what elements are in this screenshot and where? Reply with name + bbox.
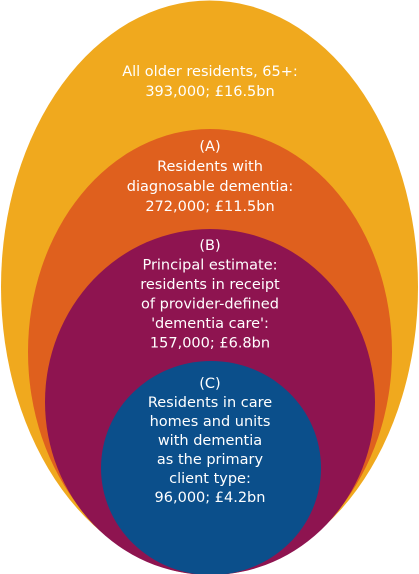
- label-line: Principal estimate:: [142, 258, 277, 274]
- label-line: 96,000; £4.2bn: [155, 490, 266, 506]
- label-line: Residents in care: [148, 395, 272, 411]
- label-line: 393,000; £16.5bn: [145, 84, 274, 100]
- label-line: 157,000; £6.8bn: [150, 336, 270, 352]
- label-line: 'dementia care':: [151, 316, 269, 332]
- labels: All older residents, 65+: 393,000; £16.5b…: [122, 64, 298, 506]
- label-line: homes and units: [150, 414, 271, 430]
- label-line: (A): [199, 139, 220, 155]
- label-line: of provider-defined: [141, 297, 279, 313]
- label-line: (B): [199, 238, 220, 254]
- label-line: Residents with: [157, 159, 263, 175]
- label-line: residents in receipt: [140, 277, 280, 293]
- label-line: 272,000; £11.5bn: [145, 199, 274, 215]
- label-line: as the primary: [157, 452, 264, 468]
- label-line: client type:: [169, 471, 251, 487]
- label-line: All older residents, 65+:: [122, 64, 298, 80]
- label-line: with dementia: [158, 433, 262, 449]
- label-line: (C): [199, 376, 220, 392]
- group-c-ellipse: [101, 361, 321, 574]
- label-line: diagnosable dementia:: [127, 179, 293, 195]
